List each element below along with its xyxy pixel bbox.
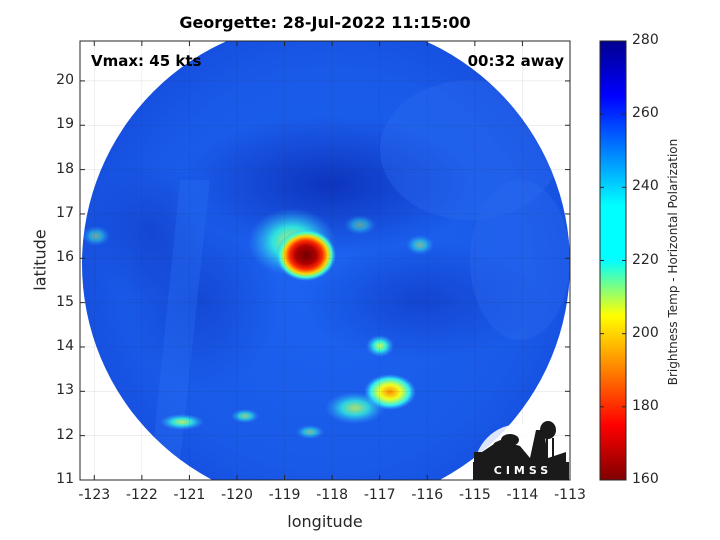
y-tick-label: 18 xyxy=(56,160,74,177)
colorbar-tick-label: 200 xyxy=(632,324,659,341)
x-tick-label: -114 xyxy=(506,487,539,503)
y-tick-label: 13 xyxy=(56,382,74,399)
x-tick-label: -123 xyxy=(78,487,111,503)
time-away-annotation: 00:32 away xyxy=(467,52,564,70)
colorbar-tick-label: 240 xyxy=(632,178,659,195)
cimss-logo-text: CIMSS xyxy=(493,464,553,477)
x-tick-label: -118 xyxy=(316,487,349,503)
y-tick-label: 17 xyxy=(56,204,74,221)
x-tick-label: -119 xyxy=(268,487,301,503)
y-tick-label: 15 xyxy=(56,293,74,310)
x-tick-label: -113 xyxy=(554,487,586,503)
y-tick-label: 19 xyxy=(56,116,74,133)
y-tick-label: 14 xyxy=(56,337,74,354)
y-tick-label: 20 xyxy=(56,71,74,88)
axes-frame xyxy=(79,40,571,481)
x-axis-label: longitude xyxy=(287,512,363,531)
colorbar-tick-marks xyxy=(600,40,626,481)
colorbar-tick-label: 260 xyxy=(632,105,659,122)
cimss-logo xyxy=(473,421,569,480)
grid-lines xyxy=(80,41,571,481)
colorbar-tick-label: 280 xyxy=(632,32,659,48)
x-tick-label: -120 xyxy=(221,487,253,503)
x-tick-label: -116 xyxy=(411,487,444,503)
y-axis-label: latitude xyxy=(30,229,50,291)
brightness-temp-image xyxy=(82,41,570,480)
x-tick-label: -115 xyxy=(458,487,491,503)
y-tick-label: 16 xyxy=(56,249,74,266)
x-tick-label: -121 xyxy=(173,487,206,503)
y-tick-label: 11 xyxy=(56,471,74,487)
plot-title: Georgette: 28-Jul-2022 11:15:00 xyxy=(179,13,471,32)
colorbar-tick-label: 180 xyxy=(632,397,659,414)
vmax-annotation: Vmax: 45 kts xyxy=(91,52,202,70)
colorbar-tick-label: 220 xyxy=(632,251,659,268)
y-tick-label: 12 xyxy=(56,426,74,443)
colorbar-label: Brightness Temp - Horizontal Polarizatio… xyxy=(666,138,680,386)
x-tick-label: -122 xyxy=(125,487,158,503)
colorbar-tick-label: 160 xyxy=(632,471,659,487)
x-tick-label: -117 xyxy=(363,487,396,503)
